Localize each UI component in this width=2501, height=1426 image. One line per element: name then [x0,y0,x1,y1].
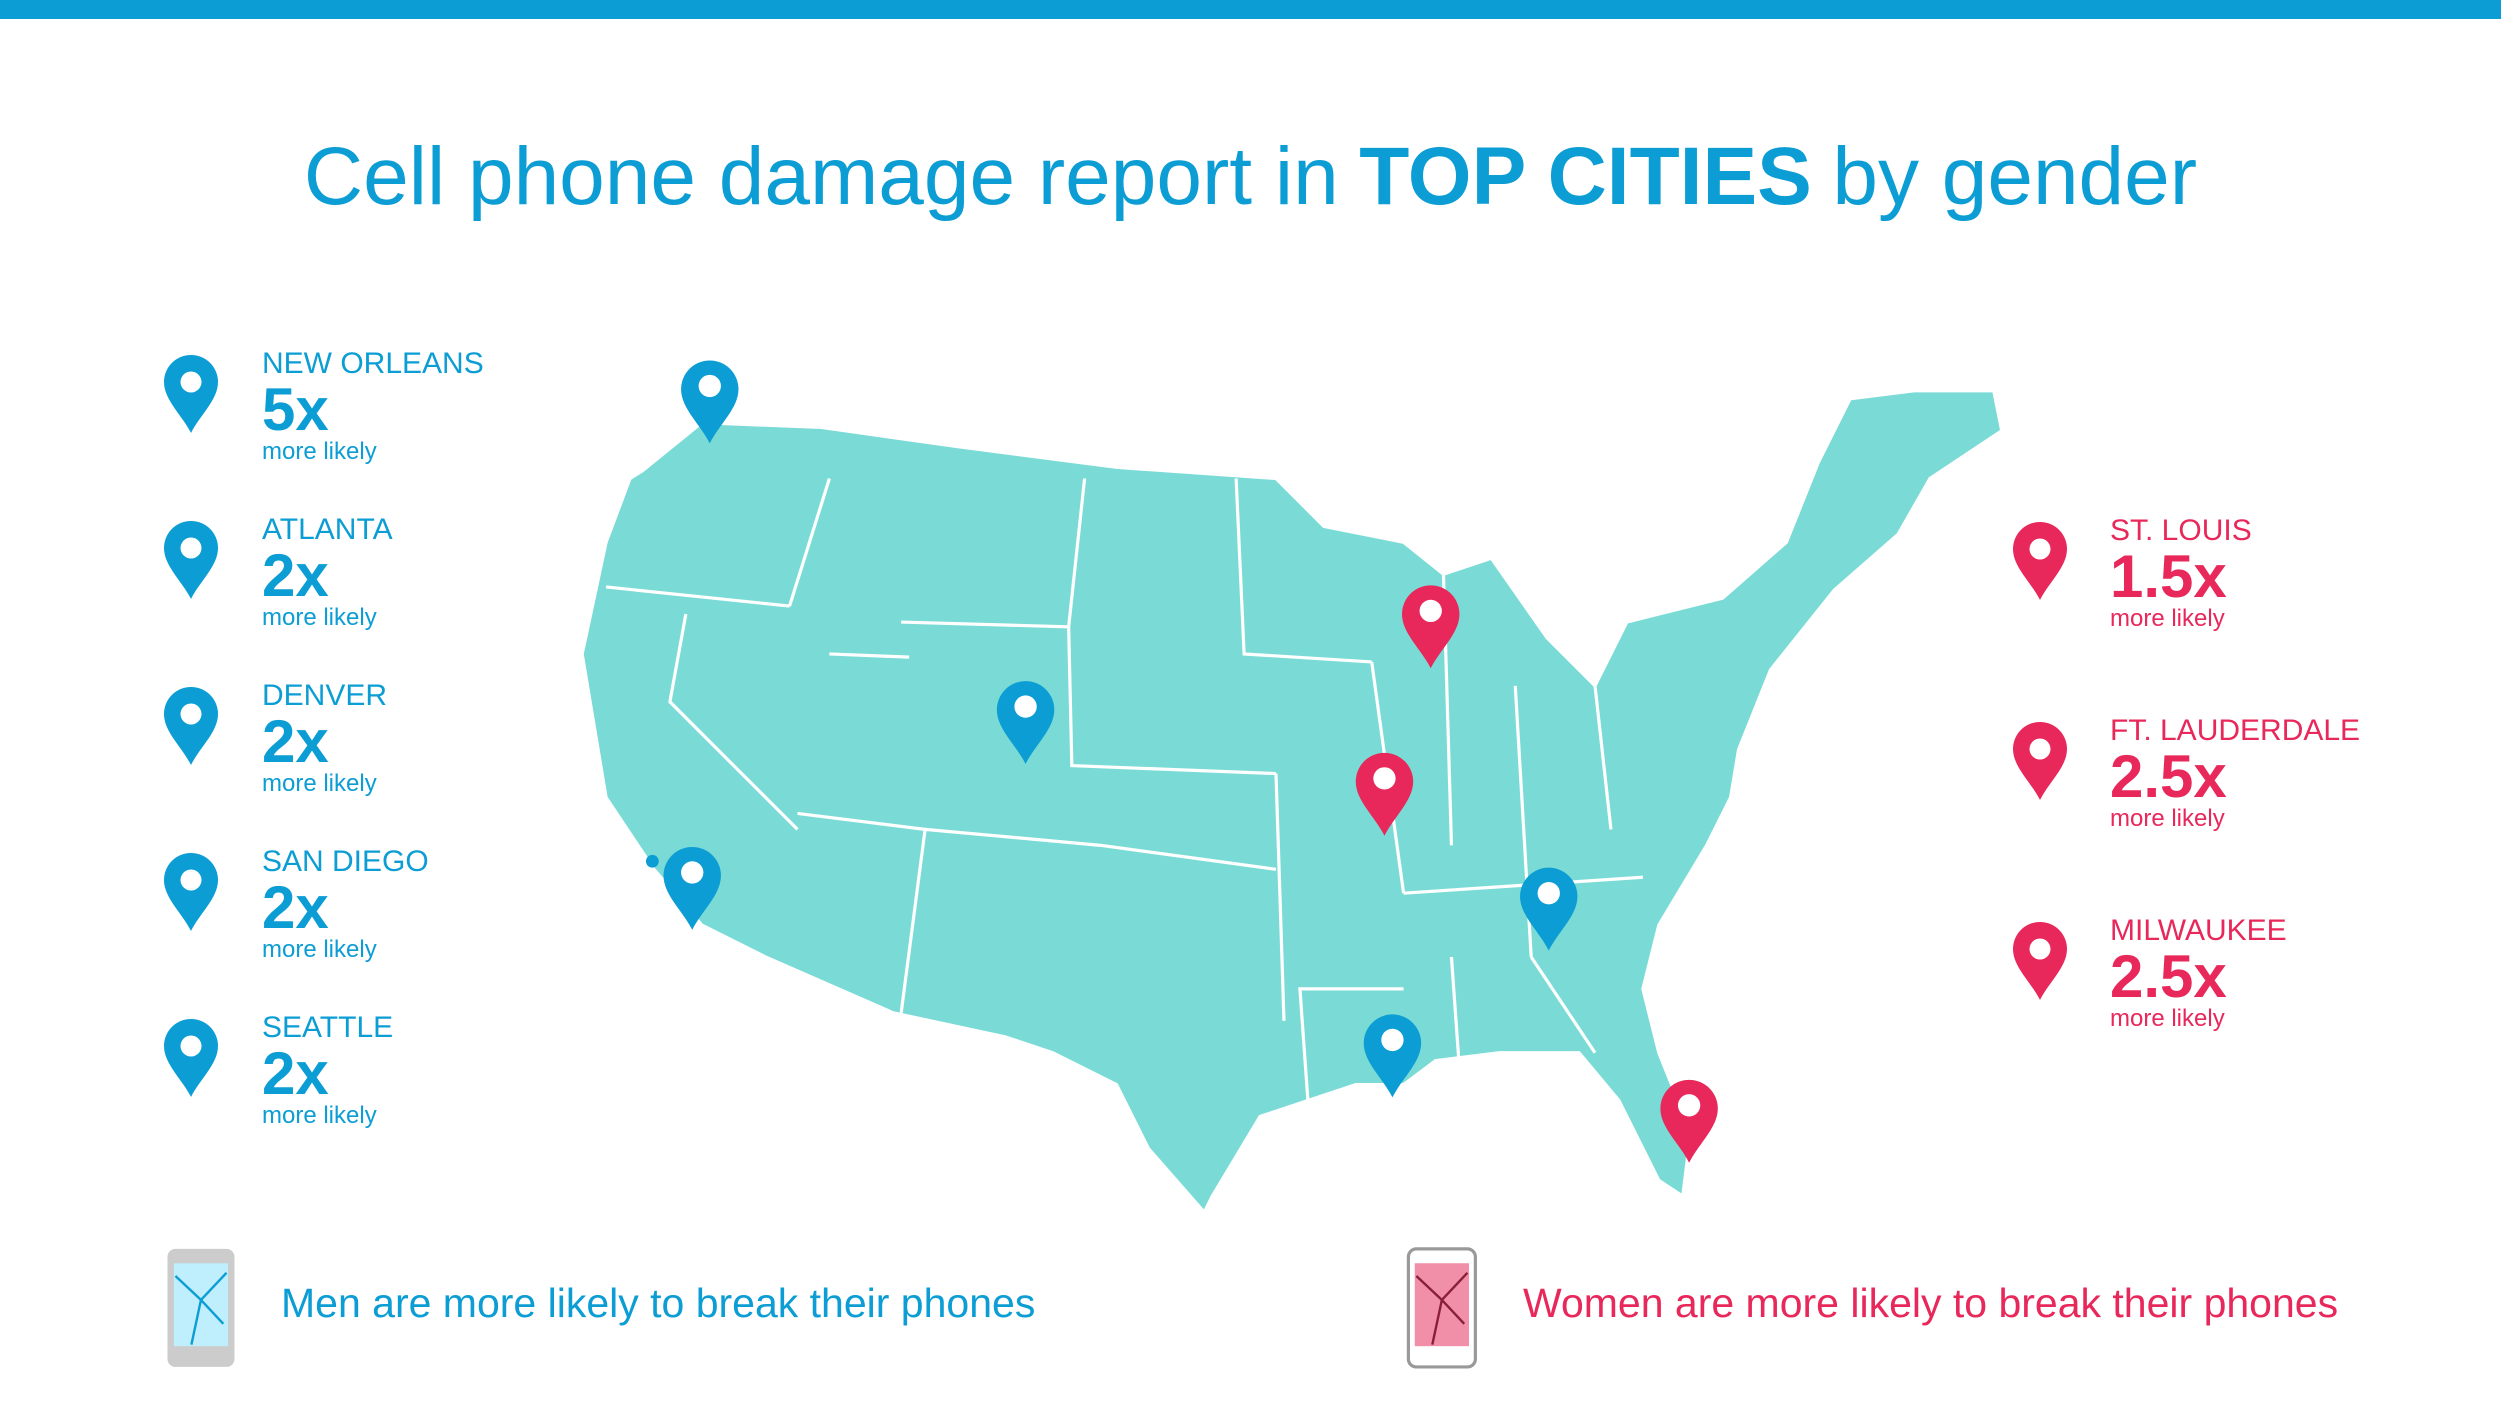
city-name: DENVER [262,679,388,712]
city-name: FT. LAUDERDALE [2110,714,2361,747]
city-entry: SEATTLE 2x more likely [262,1011,393,1129]
multiplier: 2x [262,708,329,775]
state-borders [605,478,1643,1101]
men-phone-icon [167,1248,235,1367]
title-emphasis: TOP CITIES [1359,131,1812,222]
title-suffix: by gender [1832,131,2198,222]
map-group [167,360,2004,1369]
city-name: SAN DIEGO [262,845,429,878]
pin-icon [164,853,218,931]
city-name: SEATTLE [262,1011,394,1044]
city-entry: ATLANTA 2x more likely [262,513,393,631]
note: more likely [2110,805,2225,832]
city-entry: DENVER 2x more likely [262,679,387,797]
city-entry: FT. LAUDERDALE 2.5x more likely [2110,714,2360,832]
dot [645,854,659,868]
city-name: ST. LOUIS [2110,514,2252,547]
pin-icon [164,687,218,765]
multiplier: 2x [262,1040,329,1107]
pin-icon [164,521,218,599]
note: more likely [262,1102,377,1129]
title: Cell phone damage report in TOP CITIES by … [0,130,2501,224]
city-entry: ST. LOUIS 1.5x more likely [2110,514,2252,632]
multiplier: 2.5x [2110,943,2227,1010]
pin-icon [164,355,218,433]
city-entry: NEW ORLEANS 5x more likely [262,347,484,465]
multiplier: 2x [262,874,329,941]
women-legend: Women are more likely to break their pho… [1523,1280,2339,1326]
city-name: ATLANTA [262,513,393,546]
us-shape [580,389,2004,1216]
city-entry: SAN DIEGO 2x more likely [262,845,429,963]
pin-icon [2013,522,2067,600]
multiplier: 2x [262,542,329,609]
title-prefix: Cell phone damage report in [303,131,1339,222]
city-entry: MILWAUKEE 2.5x more likely [2110,914,2287,1032]
city-name: NEW ORLEANS [262,347,484,380]
multiplier: 2.5x [2110,743,2227,810]
note: more likely [262,604,377,631]
note: more likely [262,438,377,465]
multiplier: 1.5x [2110,543,2227,610]
men-legend: Men are more likely to break their phone… [281,1280,1036,1326]
note: more likely [262,770,377,797]
multiplier: 5x [262,376,329,443]
women-phone-icon [1406,1247,1477,1369]
note: more likely [2110,1005,2225,1032]
pin-icon [2013,722,2067,800]
pin-dots [681,374,1701,1117]
note: more likely [2110,605,2225,632]
city-name: MILWAUKEE [2110,914,2287,947]
pin-icon [164,1019,218,1097]
top-bar [0,0,2501,19]
note: more likely [262,936,377,963]
pin-icon [2013,922,2067,1000]
